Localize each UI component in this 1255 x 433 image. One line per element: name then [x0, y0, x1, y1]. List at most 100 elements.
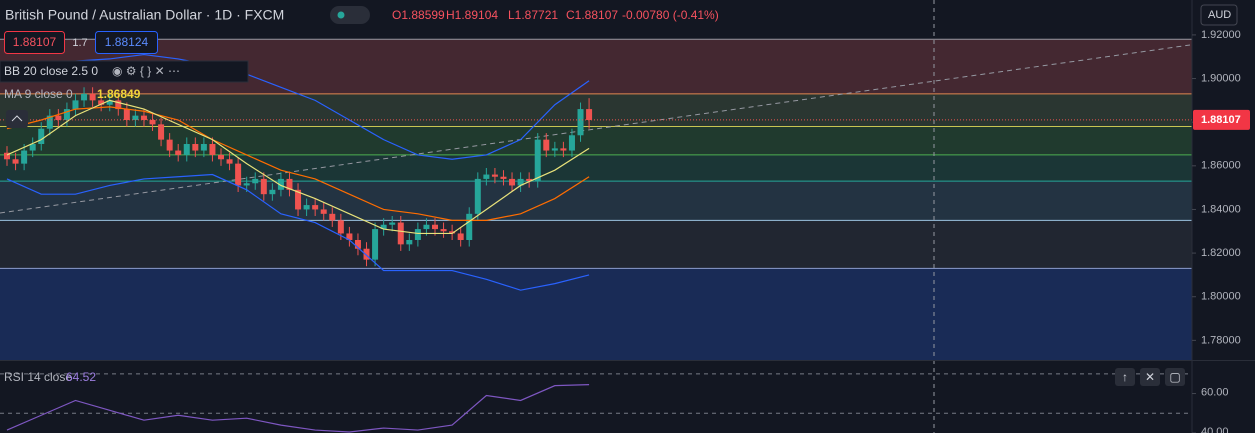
candle-body — [295, 189, 302, 210]
candle-body — [491, 174, 498, 177]
collapse-button[interactable] — [6, 110, 28, 128]
change: -0.00780 (-0.41%) — [622, 8, 719, 22]
legend-icons[interactable]: ◉ ⚙ { } ✕ ⋯ — [112, 64, 180, 78]
candle-body — [389, 222, 396, 225]
low: L1.87721 — [508, 8, 558, 22]
level-zone — [0, 154, 1192, 182]
candle-body — [346, 233, 353, 240]
candle-body — [432, 224, 438, 230]
collapse-icon — [11, 115, 23, 122]
candle-body — [577, 109, 584, 136]
buy-button[interactable] — [95, 31, 158, 54]
candle-body — [72, 100, 79, 110]
candle-body — [277, 178, 284, 190]
candle-body — [534, 139, 541, 182]
bb-legend[interactable] — [0, 60, 249, 83]
up-icon: ↑ — [1122, 370, 1128, 384]
candle-body — [354, 240, 361, 249]
candle-body — [269, 189, 276, 195]
candle-body — [115, 100, 122, 110]
candle-body — [21, 150, 28, 164]
candle-body — [483, 174, 490, 179]
candle-body — [209, 144, 216, 155]
y-tick-label: 1.80000 — [1201, 291, 1241, 303]
last-price-badge — [1193, 109, 1250, 130]
indicator-line — [6, 173, 590, 291]
candle-body — [46, 115, 53, 129]
candle-body — [526, 178, 533, 182]
candle-body — [363, 248, 370, 260]
candle-body — [252, 178, 259, 184]
candle-body — [183, 144, 190, 155]
sell-button[interactable] — [4, 31, 65, 54]
candle-body — [329, 213, 336, 221]
currency: AUD — [1208, 9, 1231, 21]
candle-body — [457, 233, 464, 240]
close-icon: ✕ — [1145, 370, 1155, 384]
candle-body — [132, 115, 139, 120]
currency-box[interactable] — [1200, 4, 1238, 26]
candle-body — [320, 209, 327, 214]
candle-body — [312, 205, 319, 210]
candle-body — [226, 159, 233, 164]
y-tick-label: 1.78000 — [1201, 334, 1241, 346]
candle-body — [243, 183, 250, 186]
y-tick-label: 1.86000 — [1201, 160, 1241, 172]
candle-body — [474, 178, 481, 214]
max-icon: ▢ — [1169, 370, 1180, 384]
candle-body — [560, 148, 567, 151]
candle-body — [12, 159, 19, 164]
candle-body — [158, 124, 165, 140]
candle-body — [98, 100, 105, 105]
pane-maximize[interactable] — [1165, 368, 1185, 386]
pane-close[interactable] — [1140, 368, 1160, 386]
candle-body — [500, 176, 507, 179]
ma-value: 1.86849 — [97, 87, 141, 101]
status-pill[interactable] — [330, 6, 370, 24]
candle-body — [414, 229, 421, 240]
candle-body — [380, 224, 387, 230]
candle-body — [106, 100, 113, 105]
candle-body — [337, 220, 344, 234]
candle-body — [166, 139, 173, 151]
level-zone — [0, 93, 1192, 127]
y-tick-label: 1.84000 — [1201, 203, 1241, 215]
candle-body — [586, 109, 593, 120]
spread: 1.7 — [72, 37, 87, 49]
candle-body — [4, 152, 10, 160]
open: O1.88599 — [392, 8, 445, 22]
level-zone — [0, 220, 1192, 269]
y-tick-label: 1.82000 — [1201, 247, 1241, 259]
candle-body — [397, 222, 404, 245]
candle-body — [81, 93, 88, 101]
pane-up[interactable] — [1115, 368, 1135, 386]
candle-body — [440, 229, 447, 232]
y-tick-label: 1.90000 — [1201, 72, 1241, 84]
buy-price: 1.88124 — [105, 35, 149, 49]
candle-body — [55, 115, 62, 120]
axis: 1.920001.900001.880001.860001.840001.820… — [1192, 29, 1250, 433]
candle-body — [29, 144, 36, 151]
candle-body — [568, 135, 575, 151]
candle-body — [406, 240, 413, 245]
bb-label: BB 20 close 2.5 0 — [4, 64, 98, 78]
candle-body — [303, 205, 310, 210]
rsi-tick-label: 40.00 — [1201, 426, 1229, 433]
candle-body — [543, 139, 550, 151]
candle-body — [517, 178, 524, 186]
y-tick-label: 1.92000 — [1201, 29, 1241, 41]
rsi-line — [6, 384, 590, 433]
candle-body — [449, 231, 456, 234]
close: C1.88107 — [566, 8, 618, 22]
indicator-line — [6, 106, 590, 221]
zones — [0, 38, 1192, 360]
candle-body — [423, 224, 430, 230]
candle-body — [200, 144, 207, 151]
status-dot — [337, 11, 345, 19]
candle-body — [372, 229, 379, 260]
last-price-label: 1.88107 — [1201, 114, 1241, 126]
candle-body — [260, 178, 267, 195]
candle-body — [218, 154, 224, 160]
level-zone — [0, 181, 1192, 221]
